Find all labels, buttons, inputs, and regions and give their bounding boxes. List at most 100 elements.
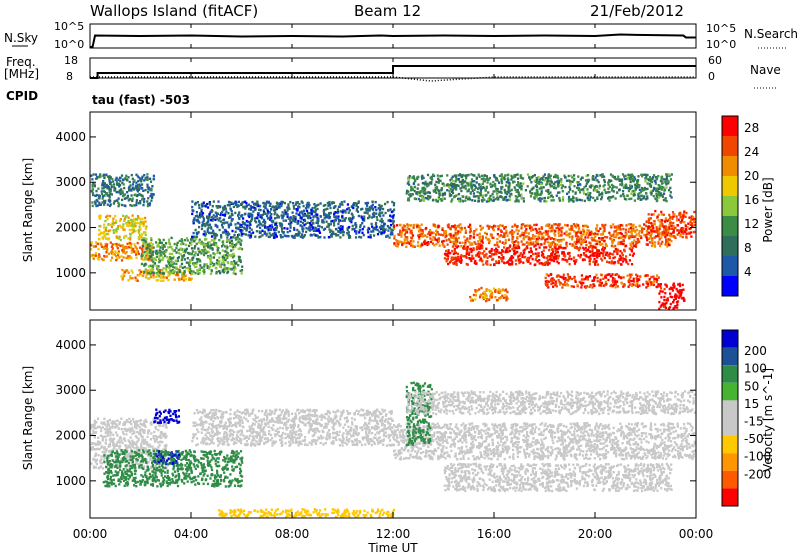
scatter-cell [109,214,112,218]
scatter-cell [259,223,262,226]
scatter-cell [122,272,125,276]
scatter-cell [109,176,112,179]
scatter-cell [246,224,249,227]
scatter-cell [536,252,539,255]
scatter-cell [540,232,543,235]
scatter-cell [609,224,612,228]
scatter-cell [513,174,516,177]
scatter-cell [330,235,333,238]
scatter-cell [599,243,602,247]
scatter-cell [175,266,178,269]
scatter-cell [152,177,155,180]
scatter-cell [577,248,580,252]
scatter-cell [205,263,208,266]
scatter-cell [625,224,628,227]
scatter-cell [91,191,94,194]
scatter-cell [486,224,489,228]
scatter-cell [144,247,147,251]
scatter-cell [490,185,493,188]
scatter-cell [455,177,458,181]
scatter-cell [647,226,650,230]
scatter-cell [506,261,509,264]
scatter-cell [106,203,109,206]
scatter-cell [540,235,544,238]
scatter-cell [552,241,555,244]
scatter-cell [209,218,212,222]
scatter-cell [525,259,528,262]
scatter-cell [167,262,170,265]
scatter-cell [126,191,129,194]
scatter-cell [407,190,410,193]
scatter-cell [118,203,121,206]
scatter-cell [90,244,93,247]
scatter-cell [651,242,654,245]
scatter-cell [645,274,648,277]
scatter-cell [550,199,553,202]
scatter-cell [650,222,653,225]
scatter-cell [337,205,340,208]
scatter-cell [393,227,396,230]
scatter-cell [451,190,454,193]
scatter-cell [318,230,321,233]
scatter-cell [275,224,278,228]
scatter-cell [220,261,224,264]
scatter-cell [214,215,217,218]
scatter-cell [476,252,479,255]
scatter-cell [646,187,649,191]
scatter-cell [127,255,130,258]
scatter-cell [275,206,278,209]
scatter-cell [678,229,681,233]
scatter-cell [361,218,364,221]
scatter-cell [137,176,140,179]
scatter-cell [400,233,403,236]
scatter-cell [560,227,563,230]
scatter-cell [583,258,586,261]
scatter-cell [601,237,604,240]
scatter-cell [344,210,347,213]
scatter-cell [579,241,582,244]
scatter-cell [176,273,179,276]
scatter-cell [378,230,381,233]
scatter-cell [323,217,326,220]
scatter-cell [648,277,651,281]
scatter-cell [550,224,554,227]
scatter-cell [584,236,587,239]
scatter-cell [207,206,210,209]
scatter-cell [118,219,121,223]
scatter-cell [511,237,514,241]
scatter-cell [207,256,210,259]
scatter-cell [596,240,599,243]
scatter-cell [254,235,257,238]
scatter-cell [101,184,105,187]
scatter-cell [408,183,411,186]
scatter-cell [438,198,441,201]
scatter-cell [405,245,408,248]
scatter-cell [148,251,152,255]
scatter-cell [212,252,215,255]
scatter-cell [662,231,665,234]
scatter-cell [568,200,571,203]
scatter-cell [217,205,220,208]
scatter-cell [421,186,424,190]
scatter-cell [644,188,647,191]
scatter-cell [336,211,339,215]
scatter-cell [241,202,244,205]
scatter-cell [115,244,118,248]
scatter-cell [487,238,490,242]
scatter-cell [463,174,466,177]
scatter-cell [446,243,449,246]
scatter-cell [117,252,120,255]
scatter-cell [217,262,220,265]
scatter-cell [454,241,458,244]
scatter-cell [630,279,633,283]
scatter-cell [250,219,253,223]
scatter-cell [276,213,279,216]
scatter-cell [396,242,399,245]
scatter-cell [240,234,243,237]
scatter-cell [220,224,224,227]
scatter-cell [371,213,375,216]
scatter-cell [456,225,459,228]
scatter-cell [689,227,692,230]
scatter-cell [466,245,469,249]
scatter-cell [579,231,583,235]
